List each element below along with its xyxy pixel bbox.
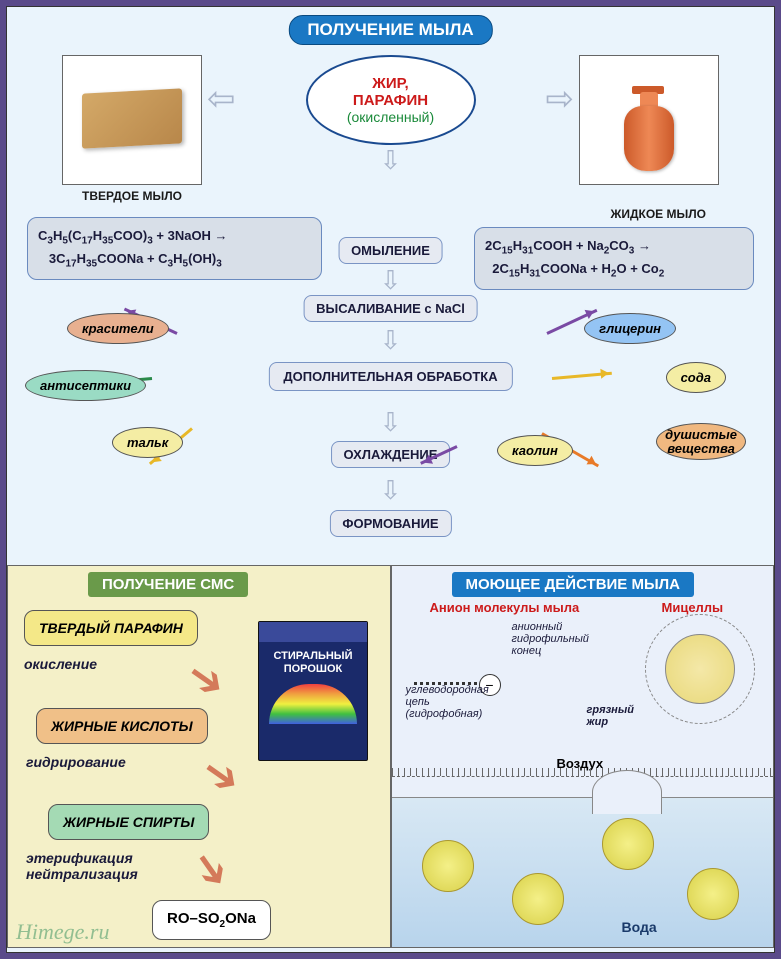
detergent-box-image: СТИРАЛЬНЫЙПОРОШОК: [258, 621, 368, 761]
micelle-diagram: [645, 614, 755, 724]
micelle-blob-icon: [512, 873, 564, 925]
water-area: [392, 797, 774, 947]
down-arrow-icon: ⇩: [380, 145, 402, 176]
additive-arrow-icon: [552, 372, 612, 380]
water-label: Вода: [622, 919, 657, 935]
step-1: ОМЫЛЕНИЕ: [338, 237, 443, 264]
washing-action-panel: МОЮЩЕЕ ДЕЙСТВИЕ МЫЛА Анион молекулы мыла…: [391, 565, 775, 948]
label-chain: углеводороднаяцепь(гидрофобная): [406, 684, 489, 720]
cms-label-3: этерификациянейтрализация: [26, 850, 138, 882]
cms-title: ПОЛУЧЕНИЕ СМС: [88, 572, 248, 597]
solid-soap-image: [62, 55, 202, 185]
arrow-left-icon: ⇦: [207, 79, 236, 119]
additive-kaolin: каолин: [497, 435, 573, 466]
down-arrow-icon: ⇩: [380, 407, 402, 438]
src-line2: ПАРАФИН: [353, 92, 428, 109]
micelle-blob-icon: [602, 818, 654, 870]
bottom-panels: ПОЛУЧЕНИЕ СМС ТВЕРДЫЙ ПАРАФИН окисление …: [7, 565, 774, 948]
big-arrow-icon: ➔: [180, 840, 243, 899]
diagram-root: ПОЛУЧЕНИЕ МЫЛА ⇦ ⇨ ЖИР, ПАРАФИН (окислен…: [6, 6, 775, 953]
liquid-soap-caption: ЖИДКОЕ МЫЛО: [610, 207, 706, 221]
additive-antiseptics: антисептики: [25, 370, 146, 401]
step-3: ДОПОЛНИТЕЛЬНАЯ ОБРАБОТКА: [268, 362, 512, 391]
src-line3: (окисленный): [347, 109, 434, 125]
solid-soap-caption: ТВЕРДОЕ МЫЛО: [82, 189, 182, 203]
cms-step-4: RO–SO2ONa: [152, 900, 271, 940]
step-5: ФОРМОВАНИЕ: [329, 510, 451, 537]
additive-fragrance: душистыевещества: [656, 423, 746, 460]
micelle-blob-icon: [687, 868, 739, 920]
equation-right: 2C15H31COOH + Na2CO3 → 2C15H31COONa + H2…: [474, 227, 754, 290]
watermark: Himege.ru: [16, 919, 109, 945]
cms-step-3: ЖИРНЫЕ СПИРТЫ: [48, 804, 209, 840]
micelle-blob-icon: [422, 840, 474, 892]
equation-left: C3H5(C17H35COO)3 + 3NaOH → 3C17H35COONa …: [27, 217, 322, 280]
cms-label-2: гидрирование: [26, 754, 126, 770]
wash-title: МОЮЩЕЕ ДЕЙСТВИЕ МЫЛА: [452, 572, 695, 597]
additive-glycerin: глицерин: [584, 313, 676, 344]
down-arrow-icon: ⇩: [380, 325, 402, 356]
additive-talc: тальк: [112, 427, 183, 458]
main-title: ПОЛУЧЕНИЕ МЫЛА: [288, 15, 492, 45]
label-fat: грязныйжир: [587, 704, 634, 728]
big-arrow-icon: ➔: [192, 744, 251, 807]
surface-ticks-icon: [392, 768, 774, 776]
step-2: ВЫСАЛИВАНИЕ с NaCl: [303, 295, 478, 322]
cms-step-2: ЖИРНЫЕ КИСЛОТЫ: [36, 708, 208, 744]
additive-dyes: красители: [67, 313, 169, 344]
liquid-soap-image: [579, 55, 719, 185]
arrow-right-icon: ⇨: [546, 79, 575, 119]
surface-bump-icon: [592, 770, 662, 814]
additive-soda: сода: [666, 362, 726, 393]
cms-step-1: ТВЕРДЫЙ ПАРАФИН: [24, 610, 198, 646]
cms-panel: ПОЛУЧЕНИЕ СМС ТВЕРДЫЙ ПАРАФИН окисление …: [7, 565, 391, 948]
src-line1: ЖИР,: [372, 75, 408, 92]
cms-label-1: окисление: [24, 656, 97, 672]
down-arrow-icon: ⇩: [380, 265, 402, 296]
big-arrow-icon: ➔: [177, 648, 236, 711]
soap-production-section: ПОЛУЧЕНИЕ МЫЛА ⇦ ⇨ ЖИР, ПАРАФИН (окислен…: [7, 7, 774, 565]
micelle-heading: Мицеллы: [662, 600, 724, 615]
anion-heading: Анион молекулы мыла: [430, 600, 580, 615]
source-material-oval: ЖИР, ПАРАФИН (окисленный): [306, 55, 476, 145]
down-arrow-icon: ⇩: [380, 475, 402, 506]
label-anion-head: анионныйгидрофильныйконец: [512, 621, 589, 657]
surface-line-icon: [392, 776, 774, 777]
